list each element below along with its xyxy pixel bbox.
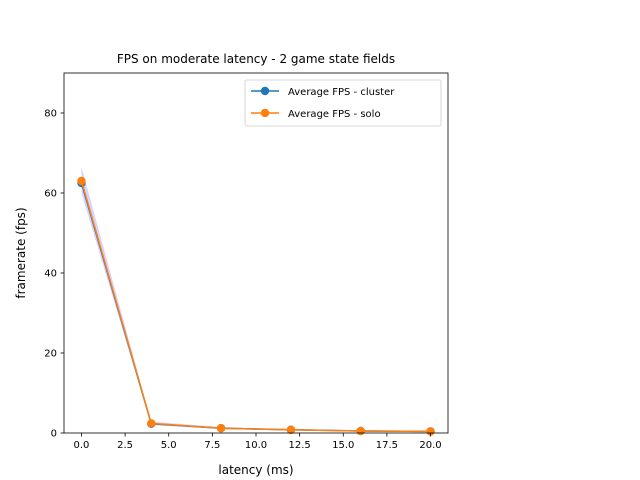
y-tick-label: 60 <box>44 189 57 200</box>
y-axis-label: framerate (fps) <box>14 207 28 298</box>
x-tick-label: 20.0 <box>419 440 441 451</box>
x-axis: 0.0 2.5 5.0 7.5 10.0 12.5 15.0 17.5 20.0 <box>74 433 442 451</box>
legend-box <box>244 79 442 127</box>
data-point-1-5 <box>426 427 435 436</box>
x-tick-label: 0.0 <box>74 440 90 451</box>
legend: Average FPS - cluster Average FPS - solo <box>244 79 442 127</box>
x-tick-label: 10.0 <box>245 440 267 451</box>
y-tick-label: 0 <box>51 429 57 440</box>
series-line-1 <box>80 180 431 433</box>
chart-title: FPS on moderate latency - 2 game state f… <box>117 52 395 66</box>
data-point-1-1 <box>147 419 156 428</box>
data-point-1-4 <box>356 426 365 436</box>
legend-marker-0 <box>260 86 270 96</box>
x-axis-label: latency (ms) <box>218 463 293 477</box>
y-tick-label: 20 <box>44 349 57 360</box>
series-line-0 <box>80 182 431 433</box>
legend-label-0: Average FPS - cluster <box>288 87 395 98</box>
data-point-1-0 <box>77 176 86 186</box>
data-point-1-2 <box>216 424 226 433</box>
x-tick-label: 2.5 <box>117 440 133 451</box>
x-tick-label: 5.0 <box>161 440 177 451</box>
y-axis: 0 20 40 60 80 <box>44 109 64 440</box>
plot-area <box>63 72 449 436</box>
legend-marker-1 <box>260 108 270 118</box>
x-tick-label: 7.5 <box>204 440 220 451</box>
plot-frame <box>63 72 449 434</box>
x-tick-label: 17.5 <box>376 440 398 451</box>
x-tick-label: 12.5 <box>289 440 311 451</box>
x-tick-label: 15.0 <box>332 440 354 451</box>
y-tick-label: 40 <box>44 269 57 280</box>
legend-label-1: Average FPS - solo <box>288 109 381 120</box>
data-point-1-3 <box>286 425 296 434</box>
confidence-band <box>81 167 431 432</box>
y-tick-label: 80 <box>44 109 57 120</box>
